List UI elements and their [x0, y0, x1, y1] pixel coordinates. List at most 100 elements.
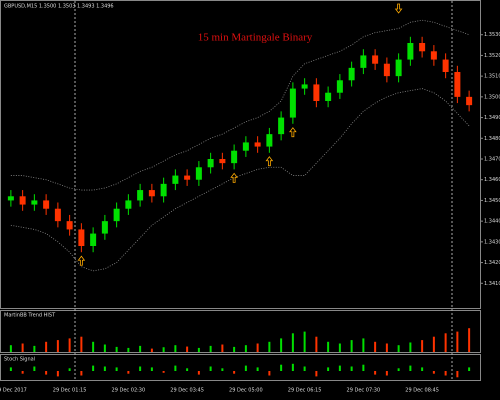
candle-body — [137, 190, 144, 201]
osc-bar — [338, 365, 341, 371]
y-tick-label: 1.3470 — [484, 157, 500, 163]
hist-bar — [385, 343, 388, 352]
hist-bar — [45, 341, 48, 352]
y-tick-label: 1.3420 — [484, 260, 500, 266]
osc-bar — [362, 364, 365, 371]
candle-body — [160, 183, 167, 197]
y-tick-label: 1.3520 — [484, 53, 500, 59]
hist-bar — [280, 338, 283, 352]
osc-bar — [280, 364, 283, 371]
candle-body — [325, 92, 332, 101]
candle-body — [372, 55, 379, 64]
hist-bar — [186, 346, 189, 352]
hist-bar — [103, 344, 106, 352]
hist-bar — [350, 340, 353, 352]
y-tick-label: 1.3440 — [484, 219, 500, 225]
osc-bar — [256, 367, 259, 371]
x-tick-label: 29 Dec 01:15 — [53, 388, 87, 394]
osc-bar — [174, 365, 177, 371]
osc-bar — [291, 363, 294, 371]
hist-bar — [362, 338, 365, 352]
candle-body — [101, 221, 108, 234]
candle-body — [395, 59, 402, 77]
candle-body — [7, 196, 14, 201]
osc-bar — [456, 371, 459, 378]
hist-bar — [468, 328, 471, 352]
osc-bar — [244, 365, 247, 371]
y-tick-label: 1.3490 — [484, 115, 500, 121]
osc-bar — [186, 368, 189, 371]
osc-bar — [68, 368, 71, 371]
hist-bar — [374, 341, 377, 352]
signal-arrow — [77, 255, 86, 266]
candle-body — [336, 80, 343, 93]
osc-bar — [33, 366, 36, 371]
candle-body — [231, 150, 238, 164]
hist-bar — [197, 347, 200, 352]
osc-bar — [92, 365, 95, 371]
candle-body — [90, 233, 97, 246]
candle-body — [207, 159, 214, 168]
hist-bar — [21, 343, 24, 352]
candle-body — [219, 159, 226, 164]
hist-bar — [327, 341, 330, 352]
osc-bar — [421, 367, 424, 371]
hist-bar — [244, 345, 247, 352]
osc-bar — [21, 371, 24, 374]
candle-body — [313, 84, 320, 101]
candle-body — [195, 167, 202, 180]
panel-title: Stoch Signal — [4, 357, 35, 363]
y-tick-label: 1.3430 — [484, 239, 500, 245]
hist-bar — [233, 346, 236, 352]
hist-bar — [174, 345, 177, 352]
hist-bar — [80, 336, 83, 352]
candle-body — [184, 175, 191, 180]
y-tick-label: 1.3500 — [484, 94, 500, 100]
hist-bar — [150, 348, 153, 352]
hist-bar — [56, 340, 59, 352]
y-tick-label: 1.3480 — [484, 136, 500, 142]
candle-body — [43, 200, 50, 209]
osc-bar — [103, 366, 106, 371]
hist-bar — [291, 333, 294, 352]
candle-body — [125, 200, 132, 209]
osc-bar — [80, 371, 83, 376]
hist-bar — [209, 345, 212, 352]
hist-bar — [115, 346, 118, 352]
osc-bar — [9, 367, 12, 371]
candle-body — [419, 43, 426, 52]
signal-arrow — [265, 156, 274, 167]
osc-bar — [409, 365, 412, 371]
bollinger-band — [10, 19, 470, 191]
hist-bar — [92, 341, 95, 352]
candle-body — [66, 221, 73, 230]
osc-bar — [374, 371, 377, 375]
candle-body — [54, 208, 61, 222]
candle-body — [301, 84, 308, 89]
candle-body — [454, 72, 461, 97]
candle-body — [254, 142, 261, 147]
candle-body — [348, 67, 355, 81]
hist-bar — [221, 344, 224, 352]
osc-bar — [303, 366, 306, 371]
candle-body — [430, 51, 437, 60]
x-tick-label: 29 Dec 06:15 — [288, 388, 322, 394]
hist-bar — [9, 345, 12, 352]
osc-bar — [350, 366, 353, 371]
x-tick-label: 29 Dec 03:45 — [170, 388, 204, 394]
candle-body — [360, 55, 367, 68]
hist-bar — [162, 347, 165, 352]
osc-bar — [150, 367, 153, 371]
osc-bar — [209, 366, 212, 371]
candle-body — [278, 117, 285, 135]
hist-panel — [0, 310, 481, 353]
candle-body — [442, 59, 449, 72]
x-tick-label: 29 Dec 05:00 — [229, 388, 263, 394]
hist-bar — [303, 331, 306, 352]
osc-bar — [444, 371, 447, 376]
y-tick-label: 1.3460 — [484, 177, 500, 183]
hist-bar — [256, 343, 259, 352]
hist-bar — [127, 347, 130, 352]
